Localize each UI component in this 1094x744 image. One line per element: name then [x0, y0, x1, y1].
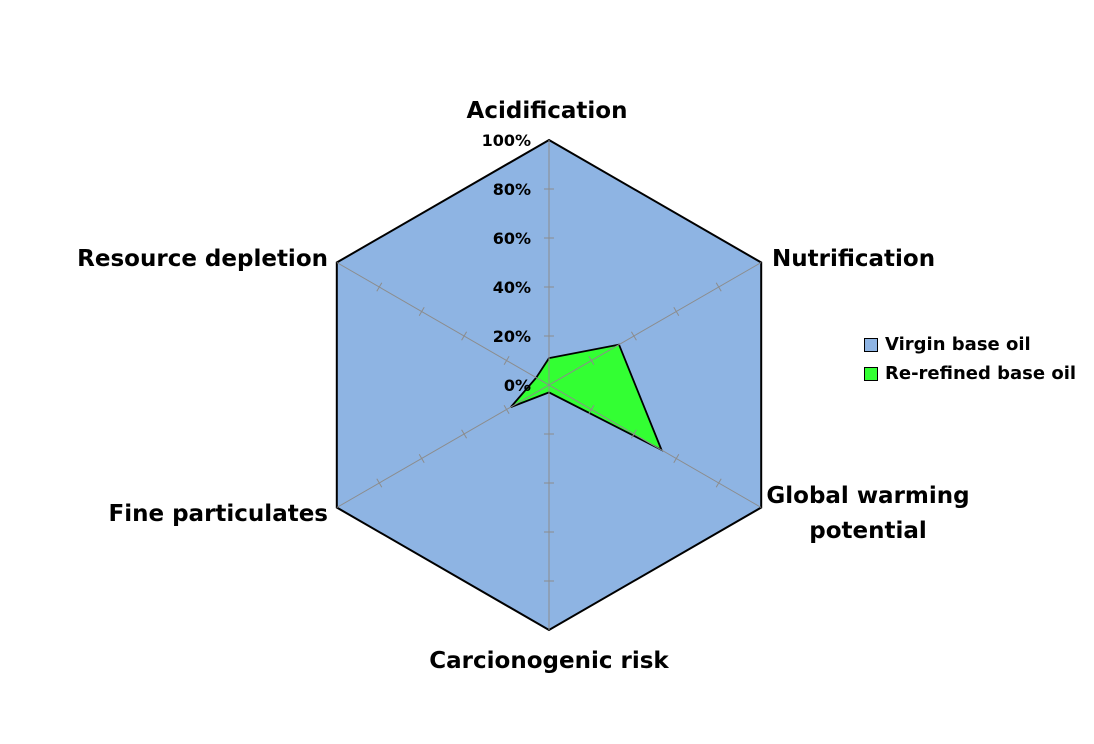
spoke-tick-1-60: [673, 306, 680, 317]
spoke-tick-4-20: [503, 404, 510, 415]
tick-label-100: 100%: [482, 131, 531, 150]
legend-item-virgin: Virgin base oil: [864, 330, 1076, 359]
category-label-5: Resource depletion: [77, 246, 328, 272]
category-labels: Acidification Nutrification Global warming…: [77, 98, 969, 674]
legend-item-rerefined: Re-refined base oil: [864, 359, 1076, 388]
tick-label-0: 0%: [504, 376, 531, 395]
tick-label-60: 60%: [493, 229, 531, 248]
legend: Virgin base oil Re-refined base oil: [864, 330, 1076, 388]
spokes: [336, 140, 762, 630]
tick-label-40: 40%: [493, 278, 531, 297]
tick-label-20: 20%: [493, 327, 531, 346]
category-label-0: Acidification: [467, 98, 628, 124]
spoke-tick-1-80: [715, 282, 722, 292]
spoke-tick-2-60: [673, 453, 680, 464]
category-label-2: Global warming potential: [766, 483, 969, 544]
legend-swatch-virgin: [864, 337, 878, 352]
spoke-tick-4-40: [461, 429, 468, 439]
tick-labels: 0% 20% 40% 60% 80% 100%: [482, 131, 531, 395]
category-label-3: Carcionogenic risk: [429, 648, 669, 674]
spoke-4: [336, 384, 550, 508]
spoke-tick-5-80: [376, 282, 383, 292]
spoke-tick-1-20: [588, 355, 595, 366]
spoke-5: [336, 262, 550, 386]
spoke-tick-2-80: [715, 478, 722, 488]
spoke-tick-4-60: [418, 453, 425, 464]
tick-label-80: 80%: [493, 180, 531, 199]
spoke-1: [548, 262, 762, 386]
legend-label-rerefined: Re-refined base oil: [885, 363, 1077, 384]
category-label-1: Nutrification: [772, 246, 935, 272]
spoke-tick-5-60: [418, 306, 425, 317]
legend-swatch-rerefined: [864, 366, 878, 381]
spoke-2: [548, 384, 762, 508]
spoke-tick-2-40: [630, 429, 637, 439]
spoke-tick-5-20: [503, 355, 510, 366]
category-label-4: Fine particulates: [109, 501, 328, 527]
spoke-tick-1-40: [630, 331, 637, 341]
legend-label-virgin: Virgin base oil: [885, 334, 1031, 355]
spoke-tick-4-80: [376, 478, 383, 488]
spoke-tick-5-40: [461, 331, 468, 341]
spoke-tick-2-20: [588, 404, 595, 415]
